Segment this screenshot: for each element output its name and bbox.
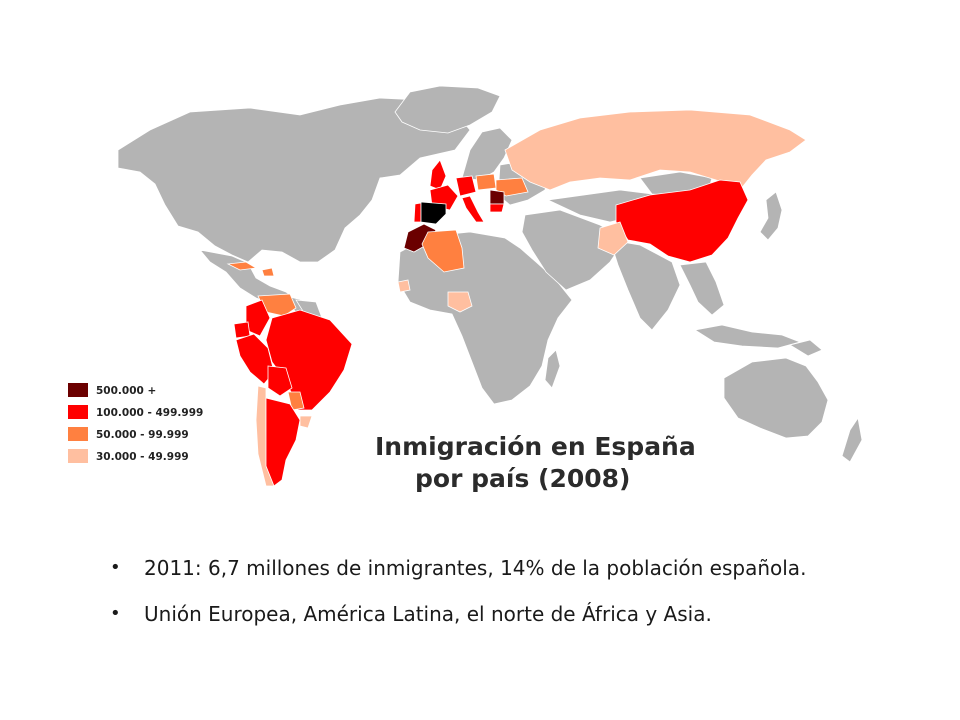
legend-swatch	[68, 427, 88, 441]
country-uk	[429, 159, 447, 191]
country-romania	[489, 189, 505, 205]
country-paraguay	[287, 391, 305, 411]
country-italy	[461, 195, 485, 223]
bullet-item: • 2011: 6,7 millones de inmigrantes, 14% …	[110, 548, 930, 594]
country-japan	[759, 191, 783, 241]
country-portugal	[413, 202, 422, 223]
legend-swatch	[68, 383, 88, 397]
legend-label: 100.000 - 499.999	[96, 407, 203, 419]
country-new-zealand	[841, 416, 863, 463]
legend-label: 50.000 - 99.999	[96, 429, 189, 441]
region-africa	[397, 231, 573, 405]
country-australia	[723, 357, 829, 439]
region-southeast-asia	[679, 261, 725, 316]
country-spain	[420, 201, 447, 225]
bullet-list: • 2011: 6,7 millones de inmigrantes, 14% …	[110, 548, 930, 640]
country-algeria	[421, 229, 465, 273]
country-ukraine	[495, 177, 529, 197]
bullet-dot-icon: •	[110, 557, 121, 578]
country-dominican-republic	[261, 267, 275, 277]
map-title-line2: por país (2008)	[415, 464, 630, 493]
country-pakistan	[597, 221, 629, 256]
legend-label: 500.000 +	[96, 385, 156, 397]
region-middle-east	[521, 209, 626, 291]
region-indonesia	[693, 324, 802, 349]
country-bulgaria	[489, 203, 505, 213]
map-legend: 500.000 + 100.000 - 499.999 50.000 - 99.99…	[68, 383, 203, 463]
legend-swatch	[68, 405, 88, 419]
country-argentina	[265, 397, 301, 487]
country-senegal	[397, 279, 411, 293]
bullet-dot-icon: •	[110, 603, 121, 624]
country-papua-new-guinea	[788, 339, 823, 357]
legend-swatch	[68, 449, 88, 463]
country-uruguay	[299, 415, 313, 429]
country-bolivia	[267, 365, 293, 397]
world-map: 500.000 + 100.000 - 499.999 50.000 - 99.99…	[68, 85, 863, 493]
country-madagascar	[544, 349, 561, 389]
bullet-text: Unión Europea, América Latina, el norte …	[144, 602, 712, 626]
country-nigeria	[447, 291, 473, 313]
country-poland	[475, 173, 497, 191]
bullet-item: • Unión Europea, América Latina, el norte…	[110, 594, 930, 640]
country-canada-usa	[117, 97, 471, 263]
bullet-text: 2011: 6,7 millones de inmigrantes, 14% d…	[144, 556, 807, 580]
country-china	[615, 179, 749, 263]
legend-label: 30.000 - 49.999	[96, 451, 189, 463]
russia	[504, 109, 807, 191]
country-germany	[455, 175, 477, 197]
country-russia	[504, 109, 807, 191]
country-cuba	[226, 261, 258, 271]
country-ecuador	[233, 321, 251, 339]
region-south-asia	[609, 239, 681, 331]
map-title-line1: Inmigración en España	[375, 432, 696, 461]
country-greenland	[394, 85, 501, 134]
